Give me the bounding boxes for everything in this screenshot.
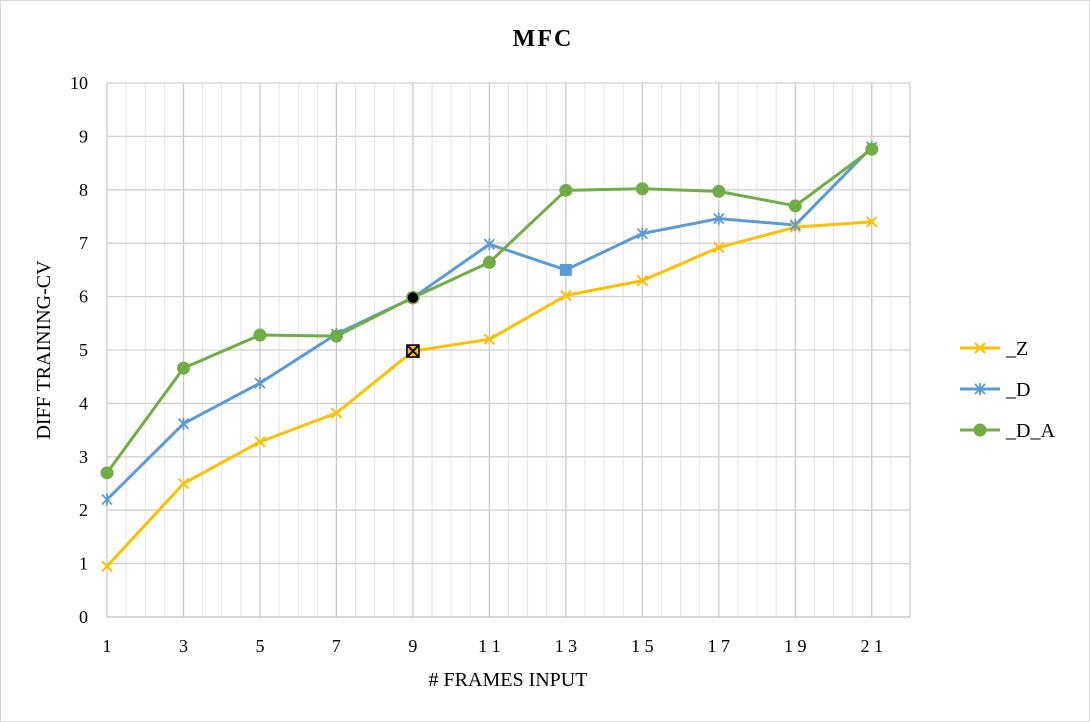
data-point-s0 xyxy=(713,241,725,254)
x-tick-label: 5 xyxy=(255,636,264,656)
data-point-s2 xyxy=(100,466,114,480)
data-point-s2 xyxy=(329,329,343,343)
marker-x xyxy=(330,407,343,419)
data-point-s0 xyxy=(254,436,266,448)
marker-x xyxy=(560,289,572,302)
y-tick-label: 6 xyxy=(79,287,88,307)
marker-circle xyxy=(329,329,343,343)
marker-circle xyxy=(788,199,802,213)
marker-star xyxy=(177,417,190,430)
legend-marker xyxy=(973,423,987,437)
legend-label: _D_A xyxy=(1005,420,1055,442)
x-axis-label: # FRAMES INPUT xyxy=(429,669,588,691)
data-point-s1 xyxy=(101,493,113,506)
x-tick-label: 9 xyxy=(408,636,417,656)
marker-circle xyxy=(865,142,879,156)
marker-x xyxy=(974,342,986,354)
legend-marker xyxy=(974,342,986,354)
y-axis-ticks: 0 1 2 3 4 5 6 7 8 9 10 xyxy=(70,73,88,627)
x-tick-label: 1 9 xyxy=(784,636,807,656)
data-point-s0 xyxy=(866,216,878,228)
x-tick-label: 1 7 xyxy=(708,636,731,656)
data-point-s2 xyxy=(865,142,879,156)
legend-label: _Z xyxy=(1005,338,1028,360)
y-tick-label: 3 xyxy=(79,447,88,467)
marker-star xyxy=(713,212,725,225)
data-point-s2 xyxy=(712,184,726,198)
marker-x xyxy=(713,241,725,254)
marker-x xyxy=(101,560,113,572)
marker-circle xyxy=(253,328,267,342)
marker-circle xyxy=(635,182,649,196)
data-point-s0 xyxy=(483,333,496,346)
x-tick-label: 1 1 xyxy=(478,636,501,656)
legend-label: _D xyxy=(1005,379,1030,401)
y-tick-label: 7 xyxy=(79,233,88,253)
data-point-s2 xyxy=(482,255,496,269)
data-point-s1 xyxy=(254,377,266,390)
marker-x xyxy=(866,216,878,228)
data-point-s0 xyxy=(560,289,572,302)
x-tick-label: 7 xyxy=(332,636,341,656)
marker-circle xyxy=(559,183,573,197)
data-point-s0 xyxy=(101,560,113,572)
x-tick-label: 3 xyxy=(179,636,188,656)
chart-title: MFC xyxy=(513,26,574,52)
marker-x xyxy=(407,345,419,357)
marker-star xyxy=(974,383,986,395)
plot-grid xyxy=(106,82,911,618)
y-tick-label: 4 xyxy=(79,393,88,413)
marker-star xyxy=(789,219,801,232)
y-axis-label: DIFF TRAINING-CV xyxy=(33,260,55,440)
marker-circle xyxy=(482,255,496,269)
y-tick-label: 9 xyxy=(79,126,88,146)
y-tick-label: 2 xyxy=(79,500,88,520)
data-point-s2 xyxy=(176,361,190,375)
series-layer xyxy=(100,141,879,572)
data-point-s2 xyxy=(788,199,802,213)
data-point-s1 xyxy=(713,212,725,225)
y-tick-label: 1 xyxy=(79,554,88,574)
marker-star xyxy=(254,377,266,390)
legend: _Z _D _D_A xyxy=(960,338,1055,442)
y-tick-label: 0 xyxy=(79,607,88,627)
marker-circle xyxy=(176,361,190,375)
marker-circle xyxy=(973,423,987,437)
data-point-s1 xyxy=(177,417,190,430)
data-point-s2 xyxy=(406,290,420,305)
data-point-s2 xyxy=(635,182,649,196)
data-point-s0 xyxy=(330,407,343,419)
x-tick-label: 1 5 xyxy=(631,636,654,656)
marker-circle xyxy=(712,184,726,198)
data-point-s0 xyxy=(636,274,649,287)
data-point-s1 xyxy=(483,238,496,251)
x-tick-label: 1 xyxy=(103,636,112,656)
data-point-s2 xyxy=(559,183,573,197)
legend-marker xyxy=(974,383,986,395)
data-point-s1 xyxy=(559,263,572,276)
y-tick-label: 8 xyxy=(79,180,88,200)
marker-star xyxy=(483,238,496,251)
x-tick-label: 1 3 xyxy=(555,636,578,656)
y-tick-label: 5 xyxy=(79,340,88,360)
marker-x xyxy=(177,477,190,490)
marker-star xyxy=(101,493,113,506)
marker-x xyxy=(636,274,649,287)
data-point-s2 xyxy=(253,328,267,342)
marker-square xyxy=(559,263,572,276)
x-tick-label: 2 1 xyxy=(861,636,884,656)
data-point-s0 xyxy=(406,344,420,358)
marker-x xyxy=(254,436,266,448)
data-point-s1 xyxy=(789,219,801,232)
marker-x xyxy=(483,333,496,346)
data-point-s1 xyxy=(636,227,648,240)
marker-star xyxy=(636,227,648,240)
marker-circle xyxy=(100,466,114,480)
y-tick-label: 10 xyxy=(70,73,88,93)
data-point-s0 xyxy=(177,477,190,490)
marker-circle-dark xyxy=(406,290,420,305)
